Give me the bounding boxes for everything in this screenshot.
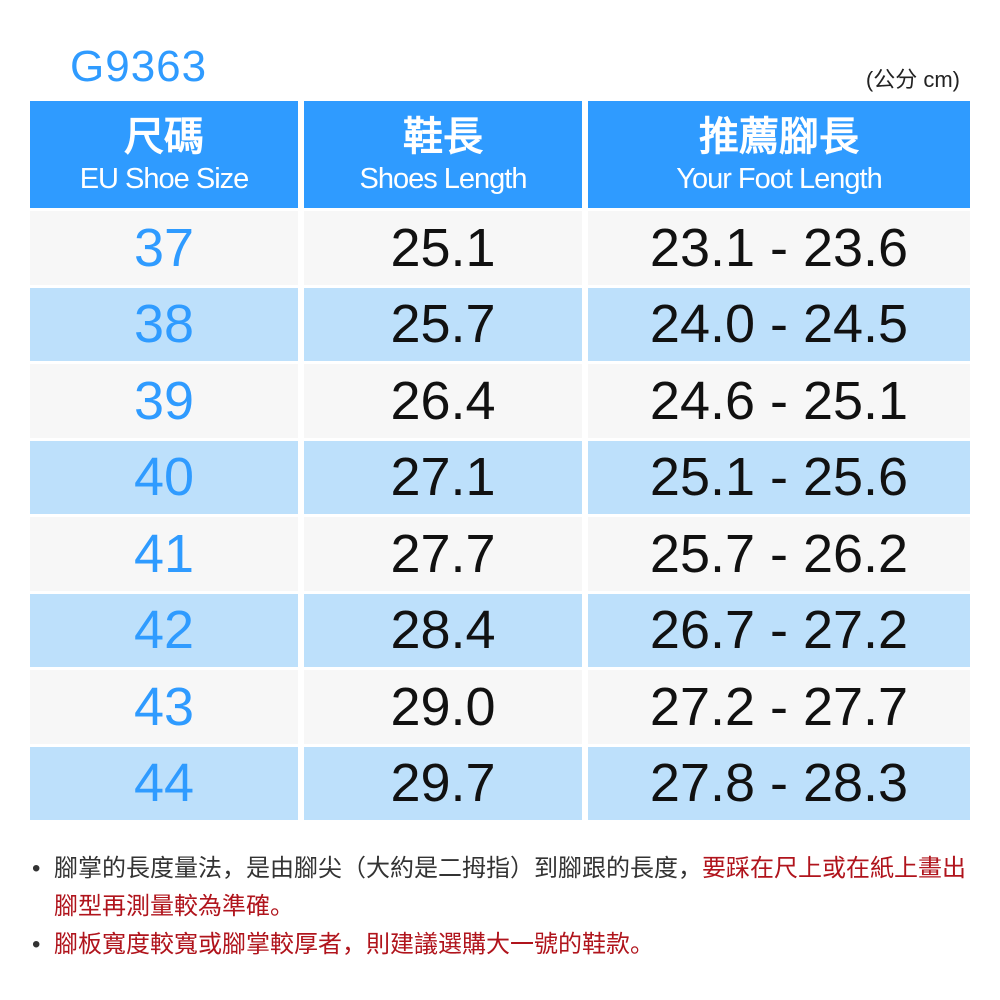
bullet: • <box>32 855 41 882</box>
cell-size: 41 <box>30 517 298 591</box>
table-body: 37 25.1 23.1 - 23.6 38 25.7 24.0 - 24.5 39 26.4… <box>30 211 970 820</box>
notes: • 腳掌的長度量法，是由腳尖（大約是二拇指）到腳跟的長度，要踩在尺上或在紙上畫出… <box>32 850 972 964</box>
cell-foot-length: 24.0 - 24.5 <box>588 287 970 361</box>
note-1-black: 腳掌的長度量法，是由腳尖（大約是二拇指）到腳跟的長度， <box>54 855 702 882</box>
header-en: EU Shoe Size <box>79 162 250 195</box>
cell-foot-length: 25.7 - 26.2 <box>588 517 970 591</box>
table-header: 尺碼 EU Shoe Size 鞋長 Shoes Length 推薦腳長 You… <box>30 101 970 208</box>
header-zh: 尺碼 <box>124 114 204 159</box>
header-shoe-length: 鞋長 Shoes Length <box>304 101 582 208</box>
cell-foot-length: 25.1 - 25.6 <box>588 440 970 514</box>
note-1-text: 腳掌的長度量法，是由腳尖（大約是二拇指）到腳跟的長度，要踩在尺上或在紙上畫出腳型… <box>54 850 972 926</box>
header-zh: 推薦腳長 <box>699 114 859 159</box>
cell-shoe-length: 25.1 <box>304 211 582 285</box>
cell-shoe-length: 27.7 <box>304 517 582 591</box>
note-1: • 腳掌的長度量法，是由腳尖（大約是二拇指）到腳跟的長度，要踩在尺上或在紙上畫出… <box>32 850 972 926</box>
note-1-red: 要踩在尺上或在紙上畫出腳型再測量較為準確。 <box>54 855 966 920</box>
table-row: 44 29.7 27.8 - 28.3 <box>30 746 970 820</box>
table-row: 41 27.7 25.7 - 26.2 <box>30 517 970 591</box>
cell-shoe-length: 28.4 <box>304 593 582 667</box>
cell-size: 39 <box>30 364 298 438</box>
cell-size: 44 <box>30 746 298 820</box>
cell-size: 43 <box>30 670 298 744</box>
unit-label: (公分 cm) <box>865 67 960 92</box>
header-size: 尺碼 EU Shoe Size <box>30 101 298 208</box>
cell-shoe-length: 29.0 <box>304 670 582 744</box>
cell-foot-length: 27.8 - 28.3 <box>588 746 970 820</box>
header-en: Your Foot Length <box>676 162 882 195</box>
size-chart-table: 尺碼 EU Shoe Size 鞋長 Shoes Length 推薦腳長 You… <box>30 101 970 823</box>
header-foot-length: 推薦腳長 Your Foot Length <box>588 101 970 208</box>
note-2-red: 腳板寬度較寬或腳掌較厚者，則建議選購大一號的鞋款。 <box>54 931 654 958</box>
cell-shoe-length: 26.4 <box>304 364 582 438</box>
cell-shoe-length: 27.1 <box>304 440 582 514</box>
table-row: 42 28.4 26.7 - 27.2 <box>30 593 970 667</box>
note-2: • 腳板寬度較寬或腳掌較厚者，則建議選購大一號的鞋款。 <box>32 926 972 964</box>
table-row: 38 25.7 24.0 - 24.5 <box>30 287 970 361</box>
bullet: • <box>32 931 41 958</box>
table-row: 37 25.1 23.1 - 23.6 <box>30 211 970 285</box>
cell-foot-length: 24.6 - 25.1 <box>588 364 970 438</box>
cell-foot-length: 23.1 - 23.6 <box>588 211 970 285</box>
table-row: 40 27.1 25.1 - 25.6 <box>30 440 970 514</box>
header-en: Shoes Length <box>359 162 528 195</box>
table-row: 43 29.0 27.2 - 27.7 <box>30 670 970 744</box>
cell-shoe-length: 25.7 <box>304 287 582 361</box>
header-zh: 鞋長 <box>403 114 483 159</box>
cell-shoe-length: 29.7 <box>304 746 582 820</box>
cell-size: 40 <box>30 440 298 514</box>
cell-foot-length: 27.2 - 27.7 <box>588 670 970 744</box>
cell-foot-length: 26.7 - 27.2 <box>588 593 970 667</box>
cell-size: 38 <box>30 287 298 361</box>
model-number: G9363 <box>70 42 208 91</box>
cell-size: 42 <box>30 593 298 667</box>
cell-size: 37 <box>30 211 298 285</box>
table-row: 39 26.4 24.6 - 25.1 <box>30 364 970 438</box>
